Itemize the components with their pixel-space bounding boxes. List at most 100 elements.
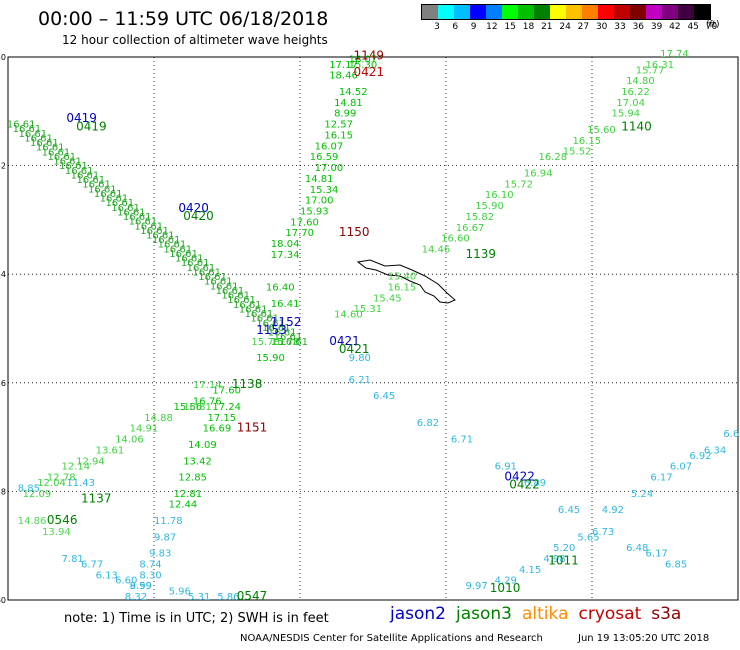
dense-track-label: 16.61 [250,314,279,325]
dense-track-label: 16.61 [221,291,250,302]
lat-tick-label: -60 [0,596,6,605]
wave-height-label: 6.92 [689,451,711,462]
wave-height-label: 12.14 [62,462,91,473]
dense-track-label: 16.61 [94,189,123,200]
wave-height-label: 16.41 [271,299,300,310]
dense-track-label: 16.61 [13,124,42,135]
dense-track-label: 16.61 [158,240,187,251]
wave-height-label: 4.98 [543,554,565,565]
pass-time-tag: 1150 [339,225,370,239]
legend-altika: altika [522,604,569,624]
wave-height-label: 9.59 [130,581,152,592]
color-swatch [454,5,470,19]
wave-height-label: 11.43 [66,478,95,489]
color-scale-label: 39 [650,22,663,32]
color-scale-labels: 3 6 9 12 15 18 21 24 27 30 33 36 39 42 45 70 [421,20,717,34]
wave-height-label: 16.69 [203,424,232,435]
wave-height-label: 15.45 [373,293,402,304]
dense-track-label: 16.61 [187,263,216,274]
pass-time-tag: 0420 [178,201,209,215]
dense-track-label: 16.61 [123,212,152,223]
wave-height-label: 17.70 [285,228,314,239]
south-georgia-coastline [356,259,456,304]
wave-height-label: 6.17 [650,473,672,484]
wave-height-label: 16.67 [456,223,485,234]
wave-height-label: 14.60 [334,310,363,321]
wave-height-label: 8.99 [130,581,152,592]
wave-height-map: -50 -52 -54 -56 -58 -60-45 -42 -39 -36 -33 -30 16.6… [0,49,740,605]
dense-track-label: 16.61 [71,170,100,181]
dense-track-label: 16.61 [175,254,204,265]
color-scale-label: 36 [632,22,645,32]
wave-height-label: 15.40 [388,272,417,283]
dense-track-label: 16.61 [169,249,198,260]
color-scale-label: 70 [705,22,718,32]
wave-height-label: 5.31 [188,592,210,603]
dense-track-label: 16.61 [76,175,105,186]
wave-height-label: 17.74 [660,49,689,60]
wave-height-label: 17.15 [208,413,237,424]
legend-jason2: jason2 [390,604,446,624]
wave-height-label: 6.77 [81,559,103,570]
pass-time-tag: 0421 [354,65,385,79]
dense-track-label: 16.61 [53,157,82,168]
dense-track-label: 16.61 [227,295,256,306]
wave-height-label: 6.34 [704,445,726,456]
wave-height-label: 15.77 [636,65,665,76]
wave-height-label: 12.44 [169,500,198,511]
color-scale-label: 42 [669,22,681,32]
wave-height-label: 15.56 [173,402,202,413]
pass-time-tag: 1011 [548,554,579,568]
wave-height-label: 8.30 [139,570,161,581]
wave-height-label: 5.96 [169,587,191,598]
color-scale-label: 15 [504,22,516,32]
pass-time-tag: 1152 [271,315,302,329]
wave-height-label: 6.85 [665,559,687,570]
wave-height-label: 13.61 [96,445,125,456]
wave-height-label: 6.45 [558,505,580,516]
wave-height-label: 17.14 [193,380,222,391]
color-swatch [438,5,454,19]
dense-track-label: 16.61 [129,217,158,228]
dense-track-label: 16.61 [274,332,303,343]
wave-height-label: 12.81 [173,489,202,500]
pass-time-tag: 0421 [339,342,370,356]
footnote: note: 1) Time is in UTC; 2) SWH is in fe… [64,611,329,626]
wave-height-label: 5.65 [577,532,599,543]
wave-height-label: 13.94 [42,527,71,538]
dense-track-label: 16.61 [233,300,262,311]
dense-track-label: 16.61 [117,207,146,218]
color-swatch [678,5,694,19]
wave-height-label: 5.86 [217,592,239,603]
dense-track-label: 16.61 [245,309,274,320]
wave-height-label: 14.09 [188,440,217,451]
wave-height-label: 12.78 [47,473,76,484]
plot-frame [7,56,739,601]
lat-tick-label: -58 [0,487,6,496]
wave-height-label: 6.17 [646,549,668,560]
dense-track-label: 16.61 [7,120,36,131]
wave-height-label: 16.22 [621,87,650,98]
wave-height-label: 6.71 [451,435,473,446]
pass-time-tag: 1149 [354,49,385,63]
wave-height-label: 15.78 [251,337,280,348]
map-title: 00:00 – 11:59 UTC 06/18/2018 [38,8,329,30]
dense-track-label: 16.61 [192,267,221,278]
dense-track-label: 16.61 [198,272,227,283]
wave-height-label: 17.00 [305,196,334,207]
wave-height-label: 15.82 [465,212,494,223]
lon-tick-label: -42 [147,604,160,605]
color-scale-label: 33 [614,22,626,32]
wave-height-label: 6.82 [417,418,439,429]
color-swatch [470,5,486,19]
wave-height-label: 16.10 [485,190,514,201]
legend-jason3: jason3 [456,604,512,624]
wave-height-label: 6.60 [115,576,137,587]
color-scale-label: 18 [522,22,535,32]
color-swatch [502,5,518,19]
color-scale-label: 27 [577,22,590,32]
wave-height-label: 12.09 [23,489,52,500]
dense-track-label: 16.61 [146,231,175,242]
dense-track-label: 16.61 [262,323,291,334]
pass-time-tag: 1137 [81,491,112,505]
